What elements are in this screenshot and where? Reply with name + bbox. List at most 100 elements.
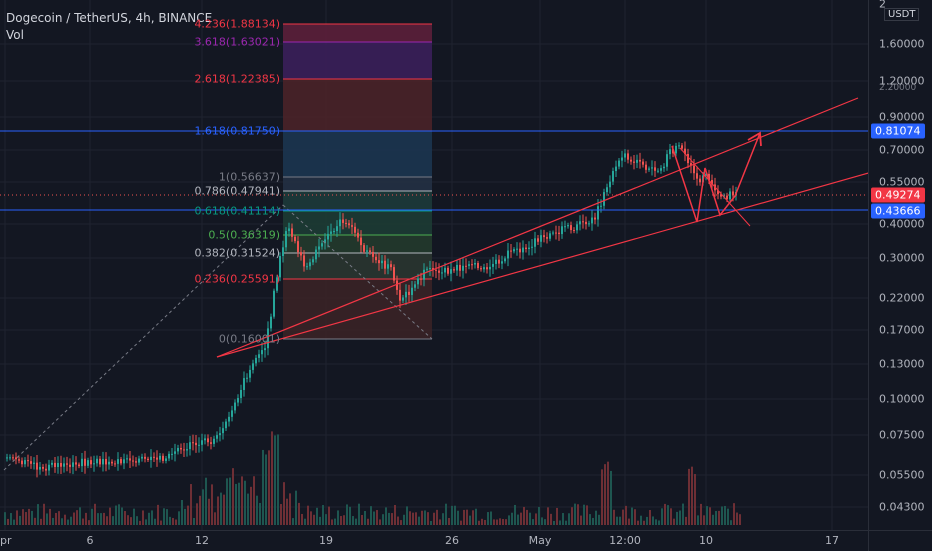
candle-body: [399, 289, 401, 301]
volume-bar: [250, 486, 252, 525]
volume-bar: [589, 514, 591, 525]
time-tick-label: 6: [86, 534, 94, 547]
volume-bar: [145, 519, 147, 525]
candle-body: [438, 270, 440, 273]
candle-body: [708, 173, 710, 181]
volume-bar: [154, 518, 156, 525]
candle-body: [348, 223, 350, 226]
candle-body: [51, 462, 53, 465]
price-tick-label: 0.90000: [879, 110, 925, 124]
volume-bar: [733, 503, 735, 525]
volume-bar: [409, 511, 411, 525]
volume-bar: [661, 508, 663, 525]
volume-bar: [46, 513, 48, 525]
fib-zone: [283, 24, 432, 42]
candle-body: [39, 466, 41, 470]
volume-bar: [286, 498, 288, 525]
candle-body: [687, 153, 689, 164]
volume-bar: [103, 512, 105, 525]
volume-bar: [85, 512, 87, 525]
candle-body: [645, 164, 647, 170]
volume-bar: [634, 509, 636, 525]
candle-body: [243, 378, 245, 390]
volume-bar: [451, 505, 453, 525]
volume-bar: [193, 518, 195, 525]
candle-body: [654, 167, 656, 171]
volume-label[interactable]: Vol: [6, 28, 24, 42]
candle-body: [87, 460, 89, 466]
candle-body: [153, 456, 155, 458]
price-axis[interactable]: 2 2.20000 1.60000 1.20000 0.90000 0.70000 0.…: [868, 0, 932, 530]
volume-bar: [232, 468, 234, 525]
volume-bar: [277, 434, 279, 525]
candle-body: [99, 458, 101, 465]
currency-unit-badge[interactable]: USDT: [884, 8, 920, 21]
volume-bar: [319, 516, 321, 525]
time-axis[interactable]: pr 6 12 19 26 May 12:00 10 17: [0, 530, 868, 551]
volume-bar: [565, 520, 567, 525]
candle-body: [15, 457, 17, 460]
candle-body: [486, 267, 488, 270]
price-chart-canvas[interactable]: [0, 0, 873, 530]
candle-body: [444, 267, 446, 273]
volume-bar: [394, 505, 396, 525]
channel-lower-line: [216, 171, 873, 358]
volume-bar: [43, 503, 45, 525]
candle-body: [324, 239, 326, 244]
volume-bar: [19, 515, 21, 525]
volume-bar: [493, 519, 495, 525]
volume-bar: [643, 520, 645, 525]
volume-bar: [25, 512, 27, 525]
candle-body: [234, 402, 236, 411]
volume-bar: [568, 513, 570, 525]
volume-bar: [187, 505, 189, 525]
volume-bar: [532, 519, 534, 525]
volume-bar: [133, 508, 135, 525]
price-tick-label: 0.10000: [879, 392, 925, 406]
volume-bar: [94, 503, 96, 525]
symbol-title[interactable]: Dogecoin / TetherUS, 4h, BINANCE: [6, 11, 213, 25]
candle-body: [117, 459, 119, 464]
volume-bar: [715, 510, 717, 525]
volume-bar: [457, 510, 459, 525]
candle-body: [555, 232, 557, 234]
volume-bar: [130, 517, 132, 525]
volume-bar: [88, 520, 90, 525]
price-tick-label: 0.22000: [879, 291, 925, 305]
candle-body: [519, 248, 521, 253]
volume-bar: [283, 482, 285, 525]
candle-body: [384, 260, 386, 269]
candle-body: [558, 232, 560, 235]
volume-bar: [436, 509, 438, 525]
volume-bar: [655, 519, 657, 525]
volume-bar: [52, 517, 54, 525]
candle-body: [516, 248, 518, 250]
candle-body: [84, 458, 86, 466]
candle-body: [111, 461, 113, 464]
volume-bar: [628, 518, 630, 525]
volume-bar: [463, 509, 465, 525]
candle-body: [63, 463, 65, 467]
candle-body: [21, 460, 23, 465]
candle-body: [18, 459, 20, 461]
candle-body: [108, 461, 110, 465]
candle-body: [603, 192, 605, 206]
candle-body: [42, 466, 44, 469]
candle-body: [132, 460, 134, 462]
candle-body: [474, 263, 476, 265]
candle-body: [48, 464, 50, 471]
candle-body: [711, 180, 713, 185]
volume-bar: [364, 510, 366, 525]
volume-bar: [16, 510, 18, 525]
candle-body: [126, 458, 128, 460]
volume-bar: [667, 505, 669, 525]
candle-body: [180, 447, 182, 450]
chart-pane[interactable]: [0, 0, 873, 530]
candle-body: [522, 247, 524, 253]
volume-bar: [313, 514, 315, 525]
volume-bar: [469, 515, 471, 525]
candle-body: [450, 269, 452, 274]
volume-bar: [298, 502, 300, 525]
fib-zone: [283, 131, 432, 177]
volume-bar: [202, 489, 204, 525]
